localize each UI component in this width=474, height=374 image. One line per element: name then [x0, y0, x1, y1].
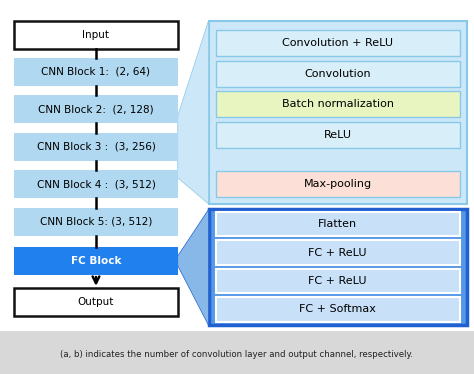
Bar	[216, 212, 460, 236]
Text: FC + ReLU: FC + ReLU	[309, 276, 367, 286]
Bar	[14, 133, 178, 161]
Text: CNN Block 4 :  (3, 512): CNN Block 4 : (3, 512)	[36, 179, 155, 189]
Bar	[216, 122, 460, 148]
Text: Batch normalization: Batch normalization	[282, 99, 394, 109]
Bar	[216, 240, 460, 265]
Text: FC + Softmax: FC + Softmax	[299, 304, 376, 315]
Text: Convolution: Convolution	[304, 69, 371, 79]
Bar	[216, 297, 460, 322]
Polygon shape	[178, 21, 209, 204]
Text: Convolution + ReLU: Convolution + ReLU	[282, 38, 393, 48]
Bar	[14, 58, 178, 86]
Text: Input: Input	[82, 30, 109, 40]
Text: FC Block: FC Block	[71, 256, 121, 266]
Bar	[14, 247, 178, 275]
Text: CNN Block 1:  (2, 64): CNN Block 1: (2, 64)	[42, 67, 150, 77]
Bar	[14, 95, 178, 123]
Bar	[216, 30, 460, 56]
Polygon shape	[178, 209, 209, 325]
Text: CNN Block 5: (3, 512): CNN Block 5: (3, 512)	[40, 217, 152, 227]
Text: Max-pooling: Max-pooling	[304, 180, 372, 189]
Bar	[216, 61, 460, 87]
Bar	[209, 21, 467, 204]
Bar	[209, 209, 467, 325]
Text: FC + ReLU: FC + ReLU	[309, 248, 367, 258]
Bar	[0, 331, 474, 374]
Bar	[14, 170, 178, 198]
Bar	[216, 91, 460, 117]
Text: CNN Block 2:  (2, 128): CNN Block 2: (2, 128)	[38, 104, 154, 114]
Text: ReLU: ReLU	[324, 130, 352, 140]
Bar	[14, 21, 178, 49]
Text: CNN Block 3 :  (3, 256): CNN Block 3 : (3, 256)	[36, 142, 155, 152]
Text: (a, b) indicates the number of convolution layer and output channel, respectivel: (a, b) indicates the number of convoluti…	[61, 350, 413, 359]
Bar	[216, 171, 460, 197]
Bar	[14, 208, 178, 236]
Bar	[14, 288, 178, 316]
Text: Flatten: Flatten	[318, 219, 357, 229]
Text: Output: Output	[78, 297, 114, 307]
Bar	[216, 269, 460, 293]
